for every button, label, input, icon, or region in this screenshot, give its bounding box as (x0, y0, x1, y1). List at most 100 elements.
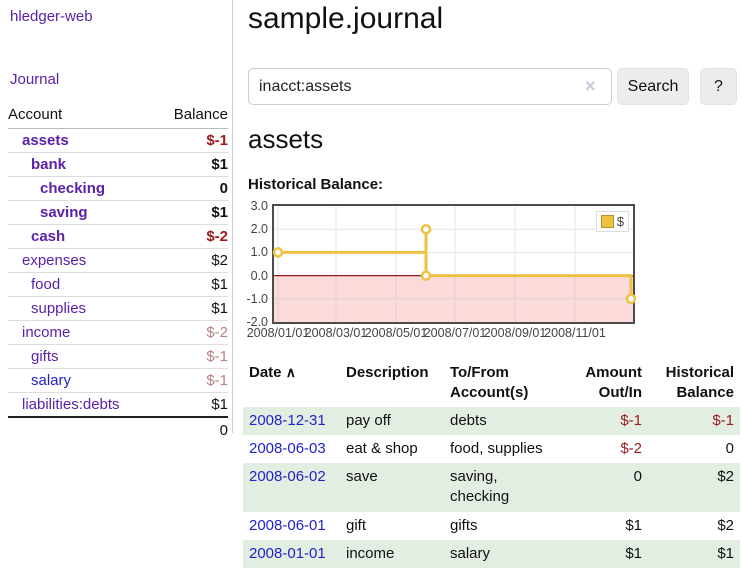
y-tick-label: 3.0 (250, 199, 268, 213)
account-row: bank $1 (8, 153, 228, 177)
account-heading: assets (248, 124, 324, 154)
accounts-total-row: 0 (8, 417, 228, 443)
transaction-amount: $-1 (620, 411, 642, 429)
account-link-cash[interactable]: cash (31, 228, 66, 245)
transaction-row: 2008-01-01 income salary $1 $1 (243, 539, 740, 568)
search-input[interactable] (248, 68, 612, 105)
account-row: income $-2 (8, 321, 228, 345)
chart-canvas (272, 206, 637, 322)
transaction-date-link[interactable]: 2008-06-02 (249, 468, 326, 485)
account-link-liabilities-debts[interactable]: liabilities:debts (22, 396, 120, 413)
account-balance: $1 (211, 396, 228, 413)
transaction-description: income (346, 544, 395, 562)
tofrom-column-header: To/From Account(s) (450, 364, 529, 402)
account-balance: $2 (211, 252, 228, 269)
account-balance: $-1 (206, 372, 228, 389)
account-balance: $-1 (206, 132, 228, 149)
account-balance: $1 (211, 156, 228, 173)
transaction-balance: $1 (717, 544, 734, 562)
brand-link[interactable]: hledger-web (10, 8, 93, 25)
transaction-amount: $-2 (620, 439, 642, 457)
account-row: liabilities:debts $1 (8, 393, 228, 417)
legend-swatch-icon (600, 215, 614, 228)
legend-label: $ (616, 214, 624, 229)
y-tick-label: -1.0 (246, 292, 268, 306)
clear-search-icon[interactable]: × (585, 76, 596, 96)
transaction-accounts: food, supplies (450, 439, 543, 457)
balance-column-header: Balance (173, 106, 228, 123)
transaction-balance: 0 (725, 439, 734, 457)
transaction-date-link[interactable]: 2008-06-03 (249, 439, 326, 457)
balance-chart[interactable]: $ (272, 204, 637, 324)
account-column-header: Account (8, 106, 63, 123)
account-link-bank[interactable]: bank (31, 156, 67, 173)
transaction-date-link[interactable]: 2008-06-01 (249, 516, 326, 534)
search-button[interactable]: Search (617, 68, 689, 105)
transaction-row: 2008-06-03 eat & shop food, supplies $-2… (243, 435, 740, 463)
date-column-header[interactable]: Date ∧ (243, 360, 340, 407)
description-column-header: Description (346, 364, 429, 381)
transaction-accounts: gifts (450, 516, 478, 534)
account-row: gifts $-1 (8, 345, 228, 369)
transaction-date-link[interactable]: 2008-01-01 (249, 544, 326, 562)
transaction-date-link[interactable]: 2008-12-31 (249, 411, 326, 429)
account-row: expenses $2 (8, 249, 228, 273)
y-tick-label: 0.0 (250, 269, 268, 283)
transaction-row: 2008-06-02 save saving, checking 0 $2 (243, 463, 740, 512)
sidebar: hledger-web Journal Account Balance asse… (0, 0, 233, 439)
page-title: sample.journal (248, 2, 444, 35)
account-balance: $1 (211, 204, 228, 221)
date-header-label: Date (249, 364, 282, 381)
transaction-amount: $1 (625, 516, 642, 534)
account-row: food $1 (8, 273, 228, 297)
sort-ascending-icon: ∧ (285, 364, 296, 380)
transaction-description: save (346, 468, 378, 485)
accounts-header-row: Account Balance (8, 102, 228, 129)
x-tick-label: 2008/01/01 (246, 326, 310, 340)
accounts-total: 0 (219, 422, 228, 439)
chart-title: Historical Balance: (248, 176, 384, 193)
account-balance: $-2 (206, 228, 228, 245)
transaction-accounts: saving, checking (450, 468, 510, 506)
chart-legend: $ (595, 211, 629, 232)
transaction-amount: $1 (625, 544, 642, 562)
account-link-gifts[interactable]: gifts (31, 348, 59, 365)
transaction-balance: $2 (717, 516, 734, 534)
transaction-balance: $2 (717, 468, 734, 485)
account-link-expenses[interactable]: expenses (22, 252, 87, 269)
account-row: assets $-1 (8, 129, 228, 153)
transaction-amount: 0 (633, 468, 642, 485)
account-balance: $1 (211, 300, 228, 317)
amount-column-header: Amount Out/In (585, 364, 642, 402)
register-table: Date ∧ Description To/From Account(s) Am… (243, 360, 740, 568)
transaction-description: gift (346, 516, 367, 534)
account-balance: $1 (211, 276, 228, 293)
x-tick-label: 2008/05/01 (364, 326, 428, 340)
account-link-income[interactable]: income (22, 324, 71, 341)
accounts-table: Account Balance assets $-1 bank $1 check… (8, 102, 228, 443)
account-balance: $-2 (206, 324, 228, 341)
account-link-saving[interactable]: saving (40, 204, 88, 221)
transaction-accounts: debts (450, 411, 487, 429)
account-link-checking[interactable]: checking (40, 180, 106, 197)
x-tick-label: 2008/07/01 (423, 326, 487, 340)
account-row: checking 0 (8, 177, 228, 201)
account-link-food[interactable]: food (31, 276, 61, 293)
transaction-description: eat & shop (346, 439, 418, 457)
x-tick-label: 2008/03/01 (304, 326, 368, 340)
account-link-assets[interactable]: assets (22, 132, 69, 149)
account-balance: 0 (219, 180, 228, 197)
account-link-supplies[interactable]: supplies (31, 300, 87, 317)
register-header-row: Date ∧ Description To/From Account(s) Am… (243, 360, 740, 407)
account-row: saving $1 (8, 201, 228, 225)
transaction-balance: $-1 (712, 411, 734, 429)
account-row: cash $-2 (8, 225, 228, 249)
account-link-salary[interactable]: salary (31, 372, 72, 389)
help-button[interactable]: ? (700, 68, 737, 105)
balance-column-header: Historical Balance (665, 364, 734, 402)
account-balance: $-1 (206, 348, 228, 365)
y-tick-label: 2.0 (250, 222, 268, 236)
sidebar-item-journal[interactable]: Journal (10, 71, 60, 88)
y-tick-label: -2.0 (246, 315, 268, 329)
transaction-row: 2008-12-31 pay off debts $-1 $-1 (243, 406, 740, 435)
